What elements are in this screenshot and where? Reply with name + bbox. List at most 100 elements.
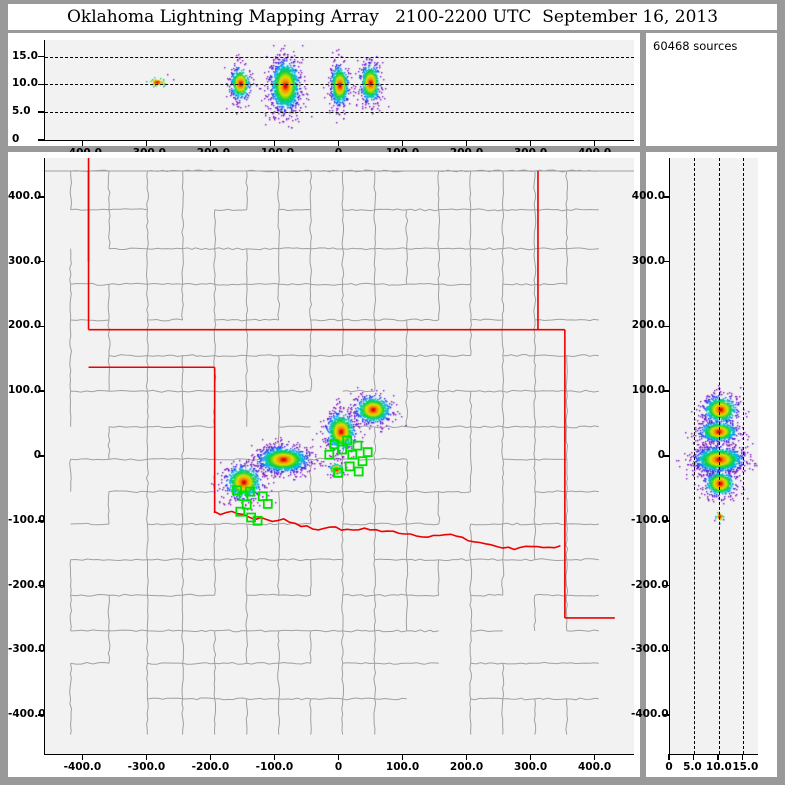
gridline-altitude-15 — [743, 158, 745, 754]
x-tick — [273, 754, 276, 760]
lma-station-marker — [235, 506, 246, 517]
y-tick-label-north-south: 100.0 — [8, 384, 42, 397]
source-count-label: 60468 sources — [653, 39, 738, 53]
lma-station-marker — [329, 439, 340, 450]
x-tick — [465, 754, 468, 760]
lightning-sources-scatter-right — [670, 158, 758, 754]
y-tick — [38, 649, 45, 652]
y-tick-label-north-south: 0 — [657, 449, 665, 461]
lma-station-marker — [357, 456, 368, 467]
y-tick-label-north-south: 200.0 — [8, 319, 42, 332]
y-tick — [663, 455, 670, 457]
gridline-altitude-10 — [718, 158, 720, 754]
altitude-vs-east-west-plot[interactable] — [44, 40, 634, 141]
x-tick — [145, 754, 148, 760]
x-tick-label-east-west: -100.0 — [255, 761, 294, 773]
x-tick — [209, 140, 212, 146]
gridline-altitude-5 — [45, 112, 634, 114]
y-tick — [663, 714, 670, 716]
x-tick — [273, 140, 276, 146]
x-tick-label-altitude: 10.0 — [705, 761, 732, 773]
x-tick-label-east-west: -300.0 — [127, 761, 166, 773]
lma-station-marker — [244, 486, 255, 497]
x-tick — [593, 140, 596, 146]
y-tick — [663, 196, 670, 198]
y-tick-label-north-south: 400.0 — [8, 189, 42, 202]
gridline-altitude-15 — [45, 56, 634, 58]
y-tick-label-north-south: 400.0 — [631, 189, 665, 202]
altitude-vs-north-south-plot[interactable] — [669, 158, 758, 755]
x-tick — [337, 754, 340, 760]
y-tick-label-altitude: 0 — [12, 133, 20, 145]
gridline-altitude-5 — [694, 158, 696, 754]
x-tick-label-east-west: 300.0 — [513, 761, 548, 773]
x-tick — [465, 140, 468, 146]
x-tick-label-east-west: 400.0 — [577, 761, 612, 773]
y-tick — [663, 325, 670, 328]
lma-station-marker — [324, 449, 335, 460]
y-tick — [38, 139, 45, 141]
lma-station-marker — [262, 498, 273, 509]
y-tick — [38, 55, 45, 58]
x-tick — [692, 754, 695, 760]
scatter-canvas — [45, 40, 634, 140]
y-tick — [663, 649, 670, 652]
y-tick-label-north-south: 300.0 — [8, 254, 42, 267]
y-tick — [38, 519, 45, 522]
title-bar: Oklahoma Lightning Mapping Array 2100-22… — [8, 4, 777, 30]
plan-view-map-panel: 400.0 300.0 200.0 100.0 0 -100.0 -200.0 -300.0 -… — [8, 152, 640, 777]
x-tick-label-altitude: 15.0 — [732, 761, 759, 773]
y-tick-label-north-south: -300.0 — [631, 643, 669, 656]
x-tick-label-altitude: 5.0 — [683, 761, 702, 773]
y-tick-label-north-south: 0 — [33, 449, 41, 461]
lma-station-markers — [232, 435, 373, 526]
lma-station-marker — [353, 466, 364, 477]
y-tick — [38, 390, 45, 392]
y-tick-label-north-south: -100.0 — [8, 513, 46, 526]
scatter-canvas — [45, 158, 634, 754]
lma-station-marker — [252, 515, 263, 526]
plan-view-map-plot[interactable] — [44, 158, 634, 755]
lma-station-marker — [342, 435, 353, 446]
x-tick-label-east-west: 200.0 — [449, 761, 484, 773]
y-tick — [663, 260, 670, 263]
lightning-sources-scatter-map — [45, 158, 634, 754]
y-tick-label-north-south: 200.0 — [631, 319, 665, 332]
page-title: Oklahoma Lightning Mapping Array 2100-22… — [66, 7, 719, 27]
x-tick — [717, 754, 719, 760]
y-tick-label-altitude: 10.0 — [12, 77, 38, 90]
y-tick — [38, 196, 45, 198]
y-tick-label-north-south: -100.0 — [631, 513, 669, 526]
y-tick — [38, 584, 45, 587]
x-tick — [337, 140, 340, 146]
y-tick — [38, 260, 45, 263]
x-tick — [741, 754, 744, 760]
x-tick-label-east-west: 100.0 — [385, 761, 420, 773]
y-tick — [663, 390, 670, 392]
x-tick — [593, 754, 596, 760]
lma-station-marker — [333, 467, 344, 478]
x-tick — [401, 754, 404, 760]
y-tick — [663, 584, 670, 587]
y-tick-label-north-south: -300.0 — [8, 643, 46, 656]
x-tick — [529, 754, 532, 760]
lightning-sources-scatter-top — [45, 40, 634, 140]
x-tick — [81, 140, 84, 146]
y-tick-label-north-south: -400.0 — [631, 708, 669, 721]
x-tick-label-east-west: -400.0 — [63, 761, 102, 773]
y-tick-label-north-south: -200.0 — [631, 578, 669, 591]
source-count-panel: 60468 sources — [646, 33, 777, 146]
lma-station-marker — [257, 491, 268, 502]
gridline-altitude-10 — [45, 84, 634, 86]
lma-station-marker — [352, 440, 363, 451]
x-tick-label-east-west: 0 — [334, 761, 343, 773]
x-tick — [209, 754, 212, 760]
y-tick-label-altitude: 15.0 — [12, 49, 38, 62]
y-tick-label-altitude: 5.0 — [12, 105, 31, 118]
lma-station-marker — [347, 449, 358, 460]
y-tick — [663, 519, 670, 522]
y-tick — [38, 83, 45, 86]
x-tick-label-east-west: -200.0 — [191, 761, 230, 773]
y-tick — [38, 714, 45, 716]
